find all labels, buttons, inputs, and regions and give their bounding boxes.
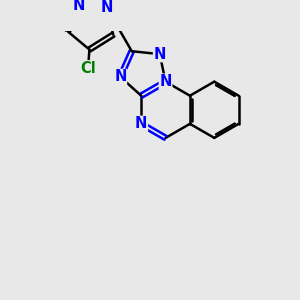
Text: N: N (114, 69, 127, 84)
Text: Cl: Cl (80, 61, 96, 76)
Text: N: N (154, 46, 166, 62)
Text: N: N (72, 0, 85, 13)
Text: N: N (100, 0, 112, 15)
Text: N: N (135, 116, 147, 131)
Text: N: N (159, 74, 172, 89)
